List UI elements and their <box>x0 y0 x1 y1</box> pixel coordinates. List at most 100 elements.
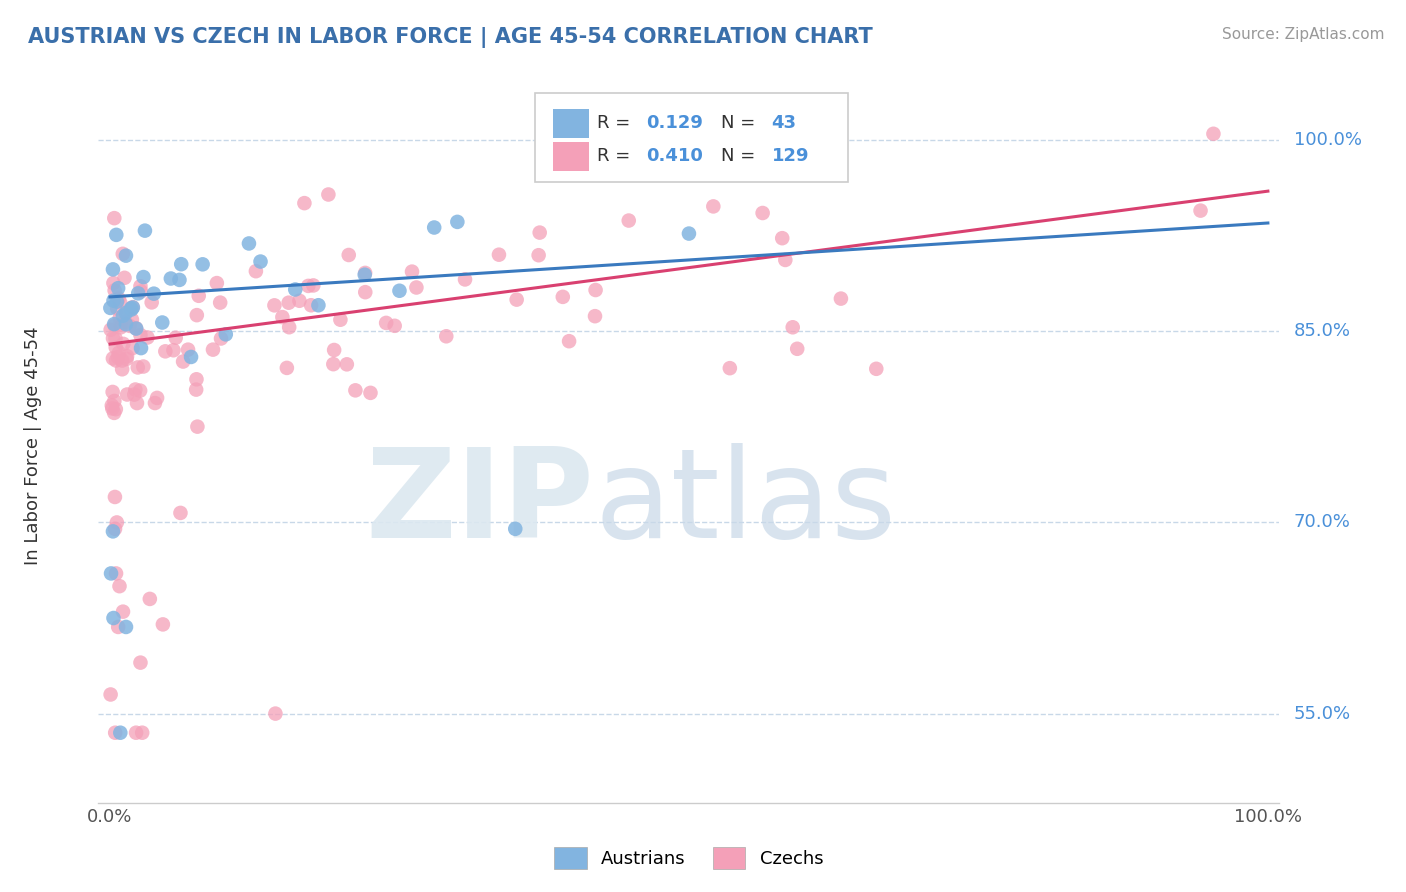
Point <box>110 725 132 739</box>
Point <box>134 224 156 238</box>
Point <box>405 280 427 294</box>
Text: R =: R = <box>596 147 630 165</box>
Point <box>337 248 360 262</box>
Point <box>278 320 301 334</box>
Text: 129: 129 <box>772 147 808 165</box>
Point <box>103 318 125 333</box>
FancyBboxPatch shape <box>536 93 848 182</box>
Point <box>115 249 138 263</box>
Point <box>115 351 138 366</box>
Point <box>104 341 127 355</box>
Point <box>100 566 122 581</box>
Point <box>124 383 146 397</box>
Point <box>103 211 125 226</box>
Point <box>111 309 134 323</box>
Point <box>111 362 134 376</box>
Point <box>170 257 193 271</box>
Point <box>125 321 148 335</box>
Point <box>288 293 311 308</box>
Point <box>162 343 184 358</box>
Point <box>115 317 138 331</box>
Point <box>110 320 132 334</box>
Point <box>105 353 128 368</box>
Point <box>209 331 232 345</box>
Point <box>105 516 128 530</box>
Point <box>187 289 209 303</box>
Point <box>177 343 200 357</box>
Point <box>114 270 136 285</box>
Point <box>125 396 148 410</box>
Point <box>191 257 214 271</box>
Point <box>121 300 143 314</box>
Text: N =: N = <box>721 147 755 165</box>
Point <box>107 620 129 634</box>
Text: R =: R = <box>596 114 630 132</box>
Point <box>353 268 375 282</box>
Point <box>108 345 131 359</box>
Point <box>180 350 202 364</box>
Point <box>105 294 128 309</box>
Point <box>271 310 294 324</box>
Point <box>299 298 322 312</box>
Point <box>103 317 125 331</box>
Point <box>108 310 131 325</box>
Point <box>388 284 411 298</box>
Text: 85.0%: 85.0% <box>1294 322 1351 341</box>
Point <box>401 265 423 279</box>
Point <box>354 266 377 280</box>
Point <box>100 688 122 702</box>
Point <box>118 318 141 333</box>
Point <box>104 490 127 504</box>
Point <box>132 359 155 374</box>
Point <box>205 276 228 290</box>
Point <box>354 285 377 300</box>
Point <box>141 295 163 310</box>
Point <box>100 323 122 337</box>
Point <box>107 292 129 306</box>
Text: In Labor Force | Age 45-54: In Labor Force | Age 45-54 <box>24 326 42 566</box>
Point <box>143 396 166 410</box>
Point <box>624 167 647 181</box>
Point <box>152 617 174 632</box>
Point <box>139 591 162 606</box>
Text: AUSTRIAN VS CZECH IN LABOR FORCE | AGE 45-54 CORRELATION CHART: AUSTRIAN VS CZECH IN LABOR FORCE | AGE 4… <box>28 27 873 48</box>
Point <box>101 401 124 416</box>
Text: 100.0%: 100.0% <box>1294 131 1361 149</box>
Point <box>245 264 267 278</box>
Text: atlas: atlas <box>595 442 897 564</box>
Point <box>121 341 143 355</box>
Point <box>129 341 152 355</box>
Point <box>423 220 446 235</box>
Point <box>111 247 134 261</box>
Point <box>120 301 142 316</box>
Point <box>249 254 271 268</box>
Point <box>434 329 457 343</box>
Point <box>129 656 152 670</box>
Point <box>103 293 125 308</box>
Point <box>115 349 138 363</box>
Point <box>238 236 260 251</box>
Point <box>103 276 125 290</box>
Point <box>103 611 125 625</box>
Text: 0.410: 0.410 <box>647 147 703 165</box>
Text: 70.0%: 70.0% <box>1294 514 1351 532</box>
Point <box>770 231 793 245</box>
Point <box>529 226 551 240</box>
Point <box>136 330 159 344</box>
Point <box>105 227 128 242</box>
Point <box>104 331 127 345</box>
Point <box>107 350 129 364</box>
Point <box>359 385 381 400</box>
Point <box>108 579 131 593</box>
Point <box>302 278 325 293</box>
Point <box>186 419 208 434</box>
Point <box>782 320 804 334</box>
Point <box>277 295 299 310</box>
Point <box>1202 127 1225 141</box>
Point <box>505 293 527 307</box>
Point <box>108 318 131 332</box>
Point <box>103 394 125 409</box>
Point <box>169 273 191 287</box>
Point <box>125 725 148 739</box>
Point <box>583 309 606 323</box>
